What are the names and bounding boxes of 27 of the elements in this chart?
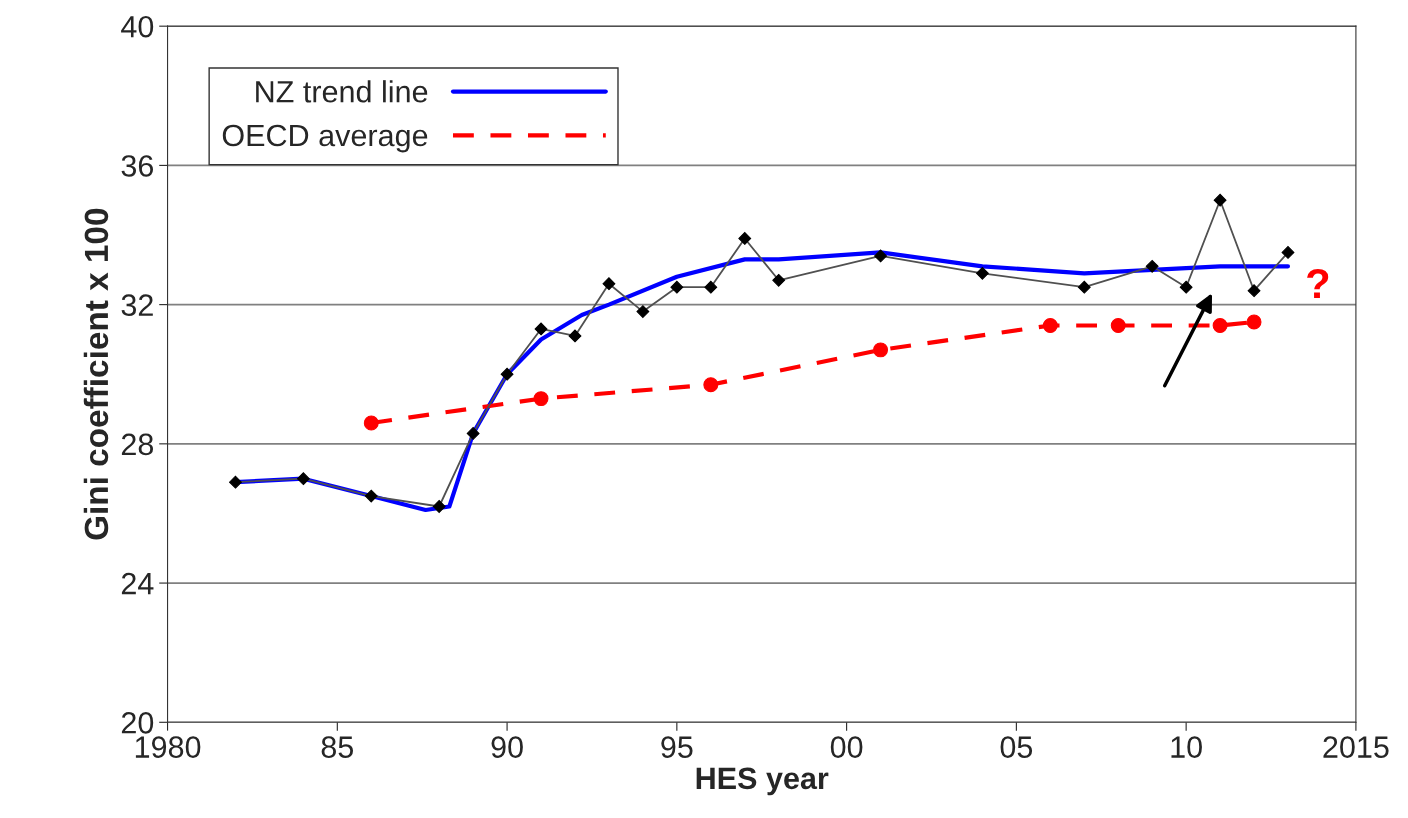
y-tick-label: 32 xyxy=(121,294,153,316)
point xyxy=(703,377,719,393)
x-tick-label: 05 xyxy=(1000,736,1033,758)
x-tick-label: 90 xyxy=(491,736,523,758)
x-tick-label: 10 xyxy=(1171,736,1202,758)
x-tick-label: 95 xyxy=(661,736,693,758)
x-tick-label: 00 xyxy=(830,736,863,758)
y-tick-label: 24 xyxy=(121,572,154,595)
y-tick-label: 20 xyxy=(121,712,154,734)
point xyxy=(873,342,889,358)
x-tick-label: 2015 xyxy=(1323,736,1389,758)
y-axis-title: Gini coefficient x 100 xyxy=(83,208,109,540)
x-tick-label: 1980 xyxy=(135,736,201,758)
point xyxy=(1246,314,1262,330)
point xyxy=(1212,318,1228,333)
x-axis-title: HES year xyxy=(696,767,829,796)
legend-label: NZ trend line xyxy=(256,80,428,103)
point xyxy=(533,391,549,407)
point xyxy=(1042,318,1058,333)
point xyxy=(363,415,379,431)
point xyxy=(1110,318,1126,333)
x-tick-label: 85 xyxy=(321,736,354,758)
annotation: ? xyxy=(1307,268,1329,298)
y-tick-label: 40 xyxy=(121,15,154,38)
legend-label: OECD average xyxy=(222,124,428,153)
y-tick-label: 28 xyxy=(121,433,154,456)
y-tick-label: 36 xyxy=(121,155,154,177)
